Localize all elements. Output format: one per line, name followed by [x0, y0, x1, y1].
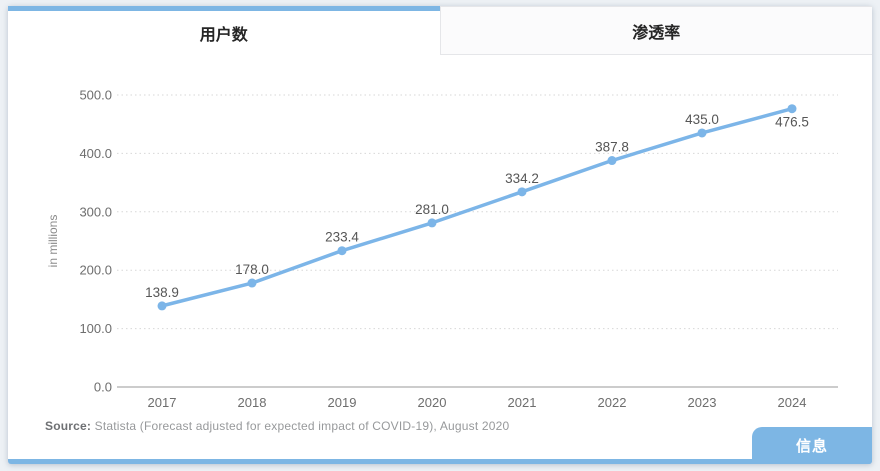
source-label: Source:: [45, 419, 92, 433]
x-tick-label: 2021: [508, 395, 537, 410]
data-point-2023[interactable]: [697, 128, 707, 138]
x-tick-label: 2019: [328, 395, 357, 410]
y-tick-label: 0.0: [94, 380, 112, 395]
data-point-2018[interactable]: [247, 278, 257, 288]
tab-users[interactable]: 用户数: [8, 6, 440, 55]
series-line: [160, 106, 794, 308]
x-tick-label: 2020: [418, 395, 447, 410]
y-tick-label: 500.0: [79, 88, 112, 103]
chart-area: 0.0 100.0 200.0 300.0 400.0 500.0 2017 2018 2019…: [8, 55, 872, 415]
data-label: 334.2: [505, 171, 539, 186]
y-tick-label: 400.0: [79, 146, 112, 161]
tab-bar: 用户数 渗透率: [8, 6, 872, 55]
x-tick-label: 2018: [238, 395, 267, 410]
data-label: 476.5: [775, 115, 809, 130]
data-label: 178.0: [235, 262, 269, 277]
data-point-2021[interactable]: [517, 187, 527, 197]
source-text: Source: Statista (Forecast adjusted for …: [45, 419, 509, 433]
tab-penetration-rate[interactable]: 渗透率: [439, 6, 872, 55]
chart-card: 用户数 渗透率 0.0 100.0 200.0 300.0 400.0 500.0 2017…: [8, 6, 872, 464]
x-tick-label: 2024: [778, 395, 807, 410]
data-label: 387.8: [595, 140, 629, 155]
info-button[interactable]: 信息: [752, 427, 872, 464]
data-point-2017[interactable]: [157, 301, 167, 311]
data-point-2024[interactable]: [787, 104, 797, 114]
x-tick-label: 2017: [148, 395, 177, 410]
data-label: 138.9: [145, 285, 179, 300]
data-point-2019[interactable]: [337, 246, 347, 256]
x-tick-label: 2022: [598, 395, 627, 410]
y-tick-label: 300.0: [79, 204, 112, 219]
data-label: 435.0: [685, 112, 719, 127]
y-tick-label: 100.0: [79, 321, 112, 336]
data-point-2020[interactable]: [427, 218, 437, 228]
x-tick-label: 2023: [688, 395, 717, 410]
y-tick-label: 200.0: [79, 263, 112, 278]
tab-users-label: 用户数: [199, 27, 248, 44]
line-chart: 0.0 100.0 200.0 300.0 400.0 500.0 2017 2018 2019…: [46, 88, 838, 410]
y-axis-title: in millions: [46, 215, 60, 268]
data-label: 281.0: [415, 202, 449, 217]
data-label: 233.4: [325, 230, 359, 245]
tab-penetration-rate-label: 渗透率: [632, 24, 681, 42]
data-point-2022[interactable]: [607, 156, 617, 166]
source-body: Statista (Forecast adjusted for expected…: [91, 419, 510, 433]
